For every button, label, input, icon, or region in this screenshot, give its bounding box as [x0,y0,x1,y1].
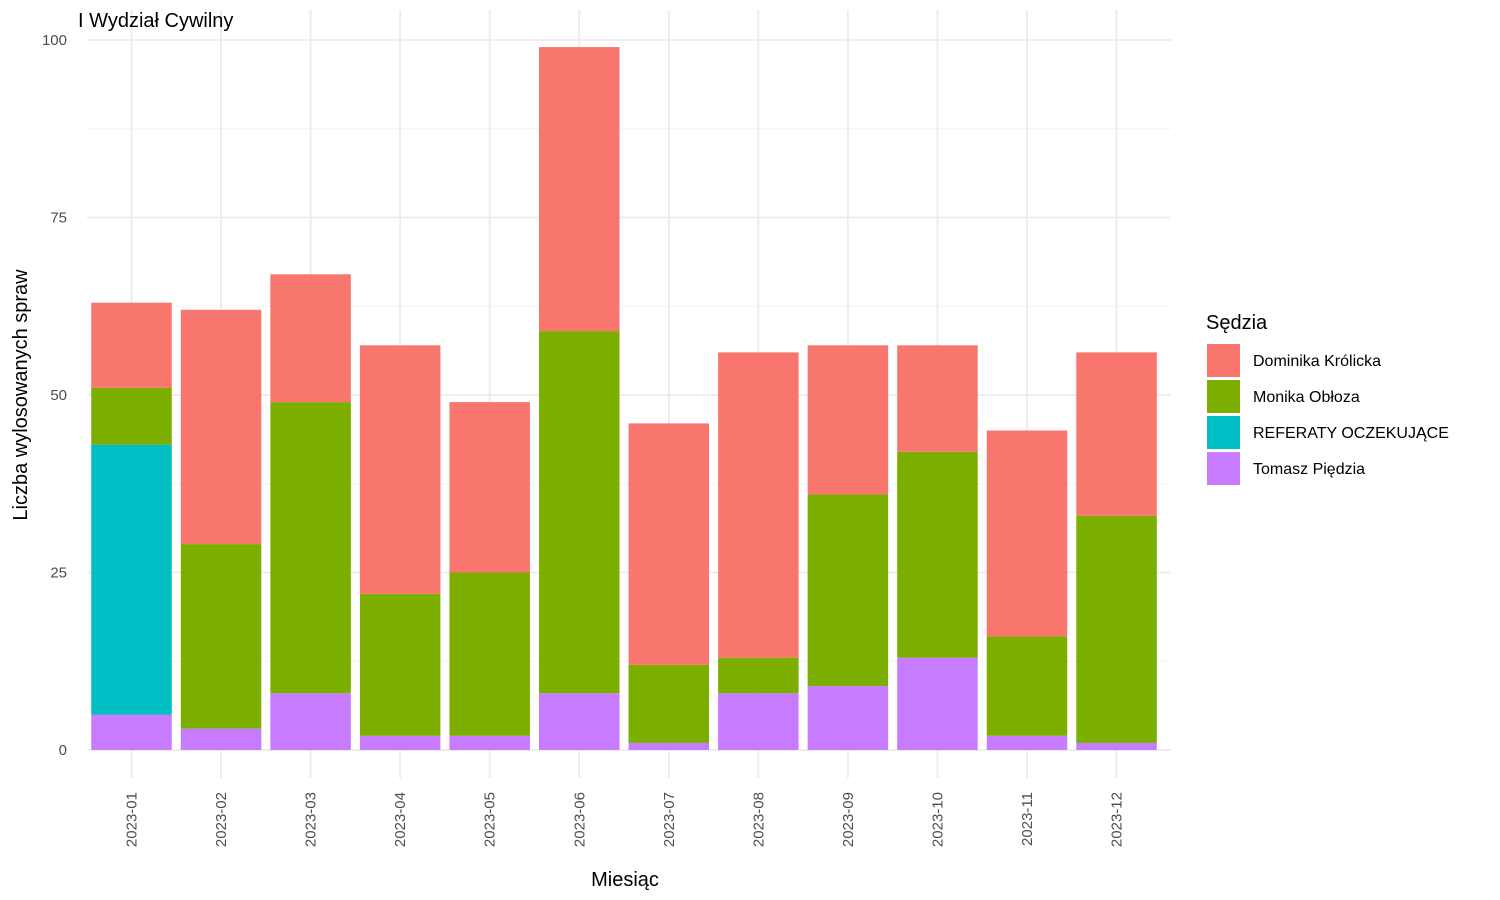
bar-segment [180,728,262,750]
bar-segment [359,345,441,594]
x-axis-ticks: 2023-01 2023-02 2023-03 2023-04 2023-05 2023-… [124,792,1126,847]
bar-segment [91,714,172,750]
bar-segment [807,345,889,495]
bar-segment [718,352,799,658]
y-tick-label: 100 [42,32,67,49]
y-axis-ticks: 0 25 50 75 100 [42,32,67,759]
bar-segment [359,735,441,750]
bars-layer [91,47,1157,750]
bar-segment [270,693,351,750]
legend-title: Sędzia [1206,312,1268,334]
legend-swatch [1207,344,1240,377]
legend-label: Dominika Królicka [1253,353,1381,370]
x-tick-label: 2023-08 [750,792,767,847]
bar-segment [180,309,262,545]
bar-segment [449,402,530,573]
bar-segment [807,494,889,687]
chart-title: I Wydział Cywilny [78,10,233,32]
bar-segment [897,451,978,658]
bar-segment [539,47,620,332]
legend-swatch [1207,380,1240,413]
legend-items: Dominika Królicka Monika Obłoza REFERATY O… [1207,344,1449,485]
bar-segment [628,423,710,665]
y-tick-label: 0 [59,742,67,759]
x-tick-label: 2023-07 [661,792,678,847]
bar-segment [359,593,441,736]
y-tick-label: 50 [50,387,67,404]
x-tick-label: 2023-05 [482,792,499,847]
legend-label: Monika Obłoza [1253,389,1360,406]
x-tick-label: 2023-03 [303,792,320,847]
bar-segment [449,572,530,736]
x-tick-label: 2023-12 [1109,792,1126,847]
legend-swatch [1207,416,1240,449]
legend-label: REFERATY OCZEKUJĄCE [1253,425,1449,442]
bar-segment [897,345,978,452]
bar-segment [718,693,799,750]
legend-label: Tomasz Piędzia [1253,461,1365,478]
x-tick-label: 2023-04 [392,792,409,847]
x-tick-label: 2023-09 [840,792,857,847]
bar-segment [539,693,620,750]
y-tick-label: 25 [50,565,67,582]
bar-segment [180,544,262,729]
x-tick-label: 2023-10 [929,792,946,847]
bar-segment [1076,352,1157,516]
bar-segment [91,302,172,388]
bar-segment [91,387,172,445]
x-axis-title: Miesiąc [591,869,659,891]
y-tick-label: 75 [50,210,67,227]
legend-swatch [1207,452,1240,485]
bar-segment [628,664,710,743]
bar-segment [270,402,351,694]
bar-segment [986,430,1068,637]
bar-segment [897,657,978,750]
bar-segment [807,686,889,750]
bar-segment [539,331,620,694]
bar-segment [1076,742,1157,750]
legend: Sędzia Dominika Królicka Monika Obłoza REF… [1206,312,1449,485]
bar-segment [91,444,172,715]
bar-segment [718,657,799,694]
bar-segment [628,742,710,750]
x-tick-label: 2023-02 [213,792,230,847]
bar-segment [1076,515,1157,743]
x-tick-label: 2023-11 [1019,792,1036,846]
bar-segment [986,636,1068,736]
bar-segment [986,735,1068,750]
bar-segment [270,274,351,403]
x-tick-label: 2023-06 [571,792,588,847]
y-axis-title: Liczba wylosowanych spraw [10,269,32,521]
x-tick-label: 2023-01 [124,792,141,847]
bar-segment [449,735,530,750]
